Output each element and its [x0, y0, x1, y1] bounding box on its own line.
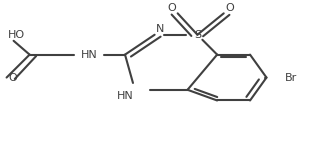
Text: S: S [194, 30, 201, 40]
Text: N: N [156, 24, 164, 34]
Text: HO: HO [8, 30, 25, 40]
Text: HN: HN [81, 50, 97, 60]
Text: HN: HN [116, 91, 133, 101]
Text: O: O [167, 3, 176, 13]
Text: O: O [225, 3, 234, 13]
Text: Br: Br [285, 73, 297, 83]
Text: O: O [8, 73, 17, 83]
